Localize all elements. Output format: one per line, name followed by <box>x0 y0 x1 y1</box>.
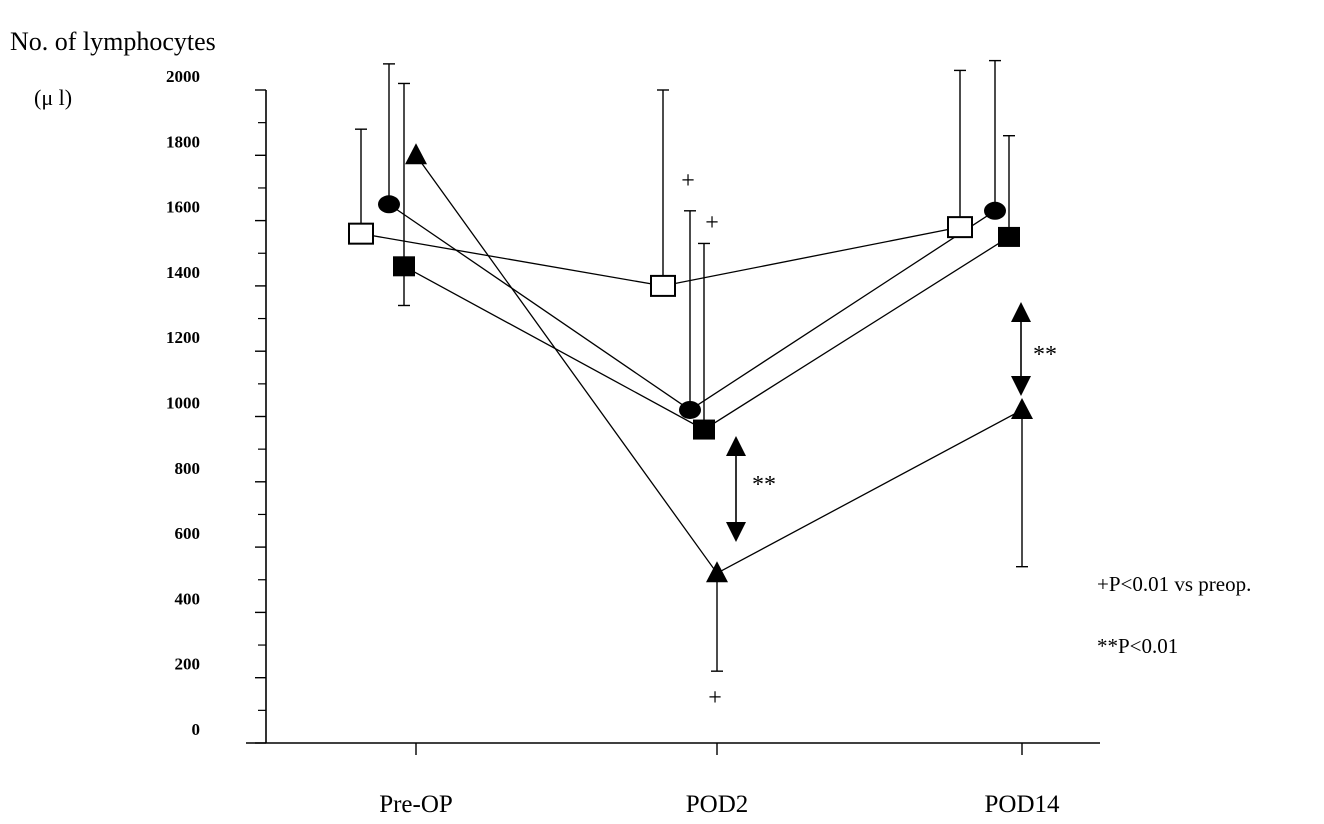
annotations: + + + ** ** <box>681 168 1057 711</box>
error-bars <box>355 59 1028 672</box>
filled-triangle-marker <box>405 143 427 165</box>
note-plus: +P<0.01 vs preop. <box>1097 572 1251 596</box>
filled-square-marker <box>393 256 415 277</box>
open-square-marker <box>650 274 676 297</box>
filled-triangle-marker <box>706 561 728 583</box>
filled-triangle-marker <box>1011 397 1033 419</box>
significance-arrowhead-down <box>726 522 746 542</box>
y-axis-unit: (μ l) <box>34 85 72 110</box>
y-tick-label: 0 <box>192 720 201 739</box>
filled-square-marker <box>998 226 1020 247</box>
series-line <box>415 154 1023 575</box>
x-category-label: Pre-OP <box>379 791 453 818</box>
y-tick-label: 1000 <box>166 394 200 413</box>
filled-circle-marker <box>984 201 1006 220</box>
y-tick-label: 200 <box>175 655 201 674</box>
filled-square-marker <box>693 419 715 440</box>
y-tick-label: 1600 <box>166 198 200 217</box>
plus-annotation: + <box>705 210 719 236</box>
y-tick-label: 400 <box>175 589 201 608</box>
y-tick-label: 1400 <box>166 263 200 282</box>
series-markers <box>348 143 1033 583</box>
significance-arrowhead-up <box>726 436 746 456</box>
y-axis-title: No. of lymphocytes <box>10 27 216 56</box>
y-tick-label: 1800 <box>166 132 200 151</box>
plus-annotation: + <box>708 685 722 711</box>
plus-annotation: + <box>681 168 695 194</box>
y-tick-label: 600 <box>175 524 201 543</box>
significance-arrowhead-down <box>1011 376 1031 396</box>
y-tick-label: 1200 <box>166 328 200 347</box>
y-ticks: 0 200 400 600 800 1000 1200 1400 1600 1800 2000 <box>166 67 266 744</box>
double-star-annotation: ** <box>752 472 776 498</box>
x-categories: Pre-OP POD2 POD14 <box>379 743 1060 818</box>
series-lines <box>360 154 1023 575</box>
note-double-star: **P<0.01 <box>1097 634 1178 658</box>
y-tick-label: 800 <box>175 459 201 478</box>
y-tick-label: 2000 <box>166 67 200 86</box>
double-star-annotation: ** <box>1033 342 1057 368</box>
open-square-marker <box>947 216 973 239</box>
filled-circle-marker <box>378 195 400 214</box>
filled-circle-marker <box>679 400 701 419</box>
x-category-label: POD2 <box>686 791 749 818</box>
series-line <box>403 236 1010 431</box>
x-category-label: POD14 <box>984 791 1060 818</box>
open-square-marker <box>348 222 374 245</box>
significance-arrowhead-up <box>1011 302 1031 322</box>
